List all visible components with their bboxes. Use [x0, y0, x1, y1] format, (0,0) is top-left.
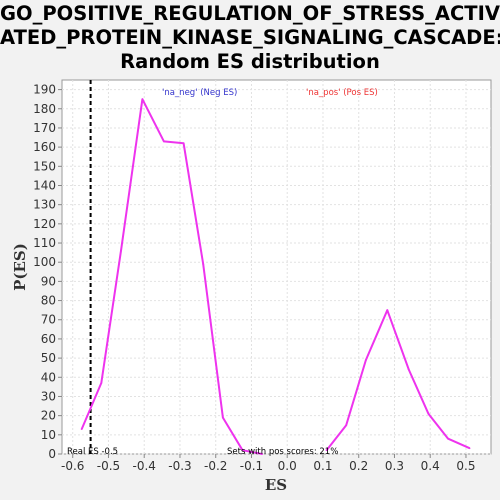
y-tick-label: 30 [41, 389, 56, 403]
y-tick-label: 120 [33, 217, 56, 231]
y-axis: 0 10 20 30 40 50 60 70 80 90 100 110 120 130 140 150 160… [33, 83, 62, 461]
x-tick-label: -0.5 [97, 459, 120, 473]
data-point [162, 140, 165, 143]
y-tick-label: 130 [33, 198, 56, 212]
y-tick-label: 110 [33, 236, 56, 250]
data-point [386, 309, 389, 312]
x-tick-label: 0.5 [456, 459, 475, 473]
grid [62, 80, 491, 455]
data-point [141, 98, 144, 101]
x-tick-label: 0.0 [278, 459, 297, 473]
neg-es-label: 'na_neg' (Neg ES) [162, 88, 237, 98]
real-es-label: Real ES -0.5 [67, 447, 118, 457]
data-point [100, 382, 103, 384]
x-axis-label: ES [265, 476, 287, 494]
data-point [364, 359, 367, 361]
y-tick-label: 190 [33, 83, 56, 97]
data-point [427, 412, 430, 415]
data-point [221, 416, 224, 419]
data-point [241, 449, 244, 452]
y-tick-label: 100 [33, 255, 56, 269]
y-tick-label: 60 [41, 332, 56, 346]
pos-scores-label: Sets with pos scores: 21% [227, 447, 338, 457]
y-tick-label: 170 [33, 121, 56, 135]
chart-title: GO_POSITIVE_REGULATION_OF_STRESS_ACTIV A… [0, 2, 500, 74]
data-point [325, 449, 328, 452]
title-line-1: GO_POSITIVE_REGULATION_OF_STRESS_ACTIV [0, 2, 500, 25]
y-axis-label: P(ES) [11, 243, 29, 291]
pos-es-label: 'na_pos' (Pos ES) [306, 88, 378, 98]
y-tick-label: 180 [33, 102, 56, 116]
title-line-3: Random ES distribution [120, 50, 380, 73]
x-tick-label: -0.1 [240, 459, 263, 473]
y-tick-label: 20 [41, 409, 56, 423]
y-tick-label: 140 [33, 178, 56, 192]
data-point [261, 453, 264, 455]
y-tick-label: 90 [41, 274, 56, 288]
x-axis: -0.6 -0.5 -0.4 -0.3 -0.2 -0.1 0.0 0.1 0.2 0.3 0.4 0… [61, 454, 476, 473]
y-tick-label: 40 [41, 370, 56, 384]
data-point [447, 437, 449, 440]
x-tick-label: 0.2 [349, 459, 368, 473]
data-point [407, 368, 410, 371]
data-point [80, 428, 83, 430]
y-tick-label: 0 [48, 447, 56, 461]
y-tick-label: 50 [41, 351, 56, 365]
y-tick-label: 70 [41, 313, 56, 327]
x-tick-label: 0.1 [313, 459, 332, 473]
x-tick-label: -0.6 [61, 459, 84, 473]
es-distribution-line [325, 309, 471, 451]
x-tick-label: -0.3 [168, 459, 191, 473]
plot-area [61, 79, 492, 455]
y-tick-label: 150 [33, 159, 56, 173]
data-point [468, 447, 471, 450]
x-tick-label: 0.3 [385, 459, 404, 473]
x-tick-label: 0.4 [421, 459, 440, 473]
es-distribution-line [80, 98, 263, 455]
series-group [80, 98, 471, 455]
data-point [345, 424, 348, 427]
x-tick-label: -0.2 [204, 459, 227, 473]
title-line-2: ATED_PROTEIN_KINASE_SIGNALING_CASCADE: [0, 26, 500, 49]
data-point [120, 249, 122, 252]
data-point [202, 263, 205, 266]
y-tick-label: 160 [33, 140, 56, 154]
y-tick-label: 80 [41, 294, 56, 308]
x-tick-label: -0.4 [133, 459, 156, 473]
data-point [182, 142, 185, 145]
y-tick-label: 10 [41, 428, 56, 442]
